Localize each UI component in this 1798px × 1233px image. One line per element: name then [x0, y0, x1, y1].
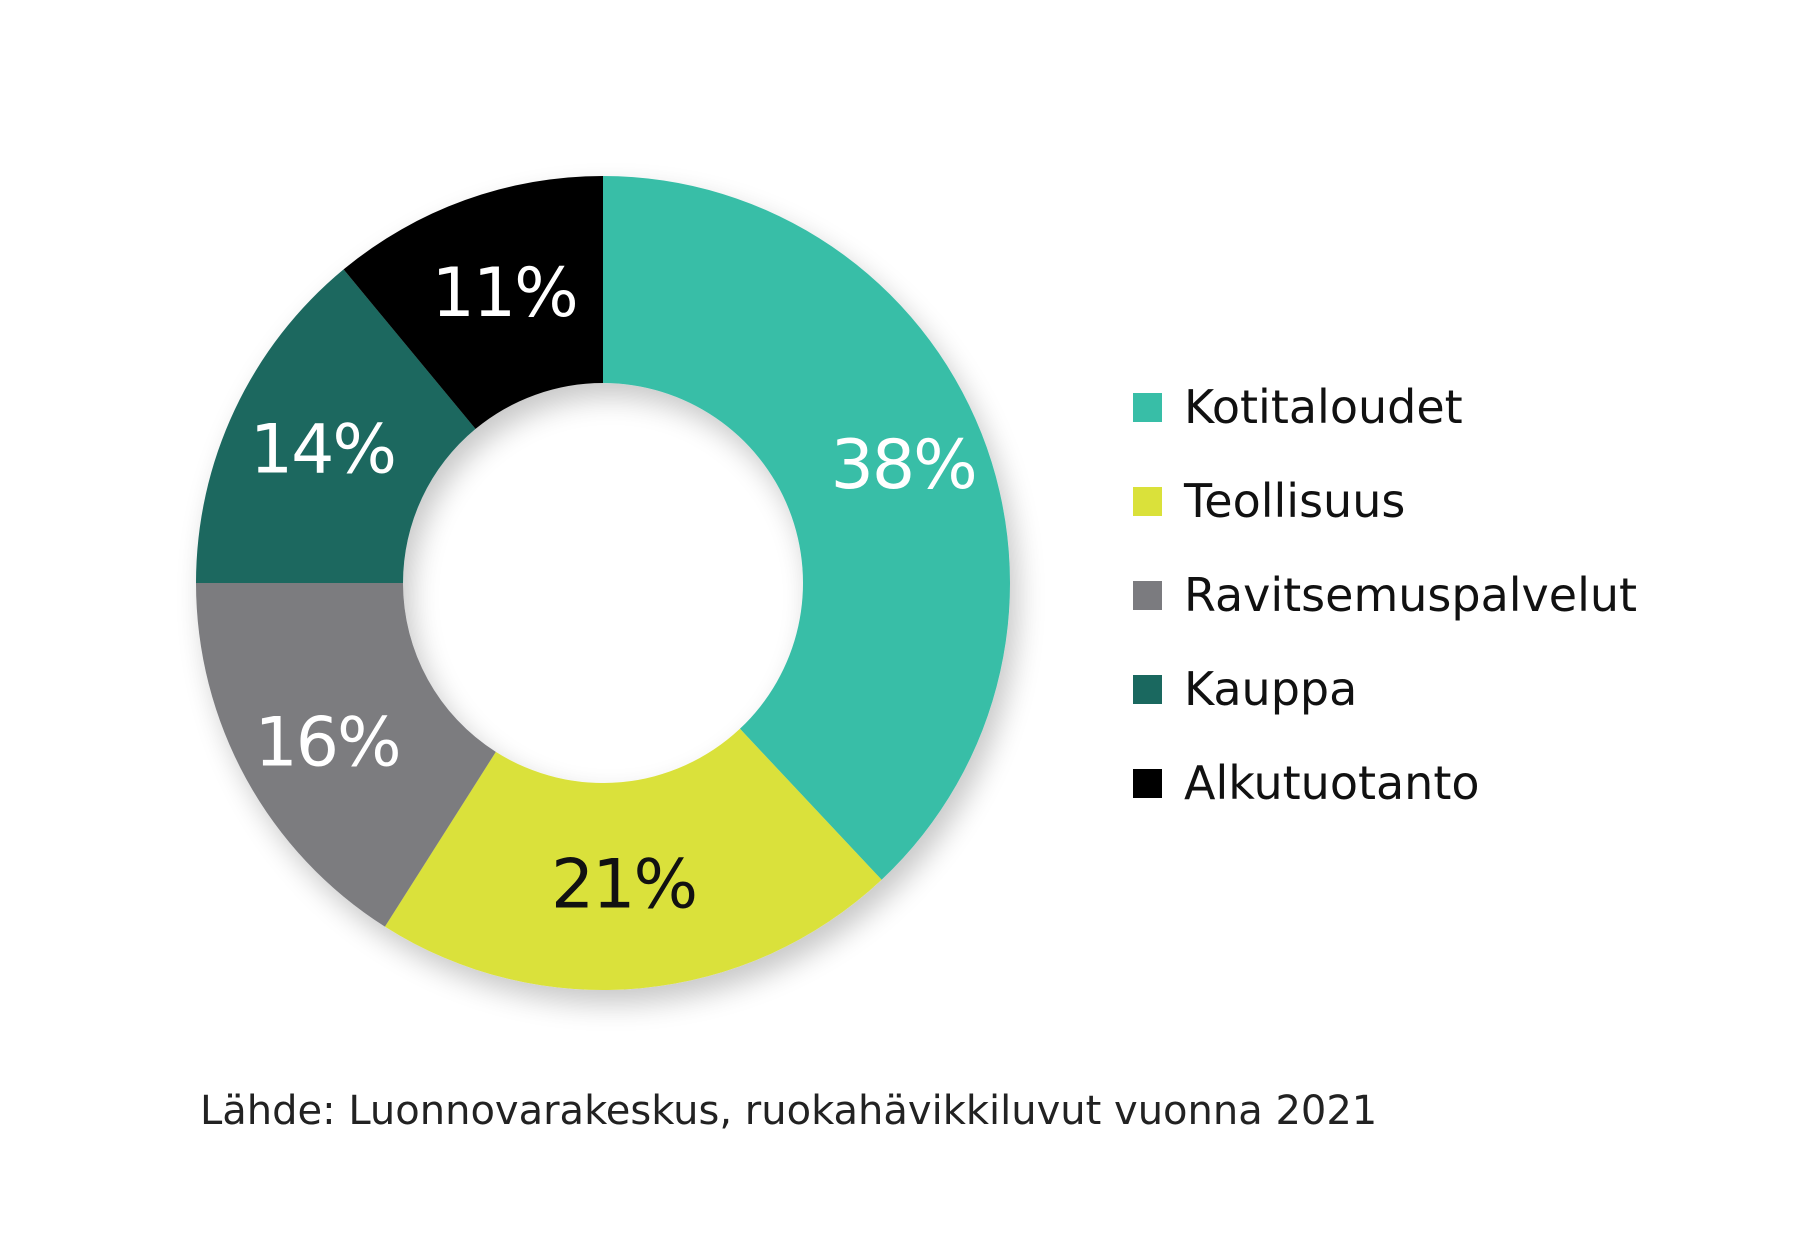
legend-swatch — [1133, 674, 1162, 704]
donut-value-labels: 38% 21% 16% 14% 11% — [250, 254, 978, 925]
legend: Kotitaloudet Teollisuus Ravitsemuspalvel… — [1133, 360, 1637, 830]
legend-item-alkutuotanto: Alkutuotanto — [1133, 736, 1637, 830]
legend-label: Kotitaloudet — [1184, 380, 1463, 434]
legend-item-kauppa: Kauppa — [1133, 642, 1637, 736]
legend-label: Kauppa — [1184, 662, 1358, 716]
donut-slice-kotitaloudet — [603, 176, 1010, 880]
legend-swatch — [1133, 392, 1162, 422]
donut-slice-teollisuus — [384, 728, 882, 990]
source-note: Lähde: Luonnovarakeskus, ruokahävikkiluv… — [200, 1088, 1378, 1134]
legend-swatch — [1133, 768, 1162, 798]
slice-value-label: 14% — [250, 410, 395, 489]
slice-value-label: 16% — [254, 704, 399, 783]
slice-value-label: 38% — [831, 426, 976, 505]
legend-item-ravitsemuspalvelut: Ravitsemuspalvelut — [1133, 548, 1637, 642]
legend-item-teollisuus: Teollisuus — [1133, 454, 1637, 548]
donut-slice-ravitsemuspalvelut — [196, 583, 496, 927]
donut-slices — [196, 176, 1010, 990]
legend-label: Ravitsemuspalvelut — [1184, 568, 1638, 622]
donut-slice-alkutuotanto — [343, 176, 603, 429]
legend-label: Teollisuus — [1184, 474, 1406, 528]
legend-item-kotitaloudet: Kotitaloudet — [1133, 360, 1637, 454]
slice-value-label: 11% — [432, 254, 577, 333]
legend-swatch — [1133, 486, 1162, 516]
legend-swatch — [1133, 580, 1162, 610]
legend-label: Alkutuotanto — [1184, 756, 1480, 810]
donut-slice-kauppa — [196, 269, 476, 583]
slice-value-label: 21% — [551, 846, 696, 925]
